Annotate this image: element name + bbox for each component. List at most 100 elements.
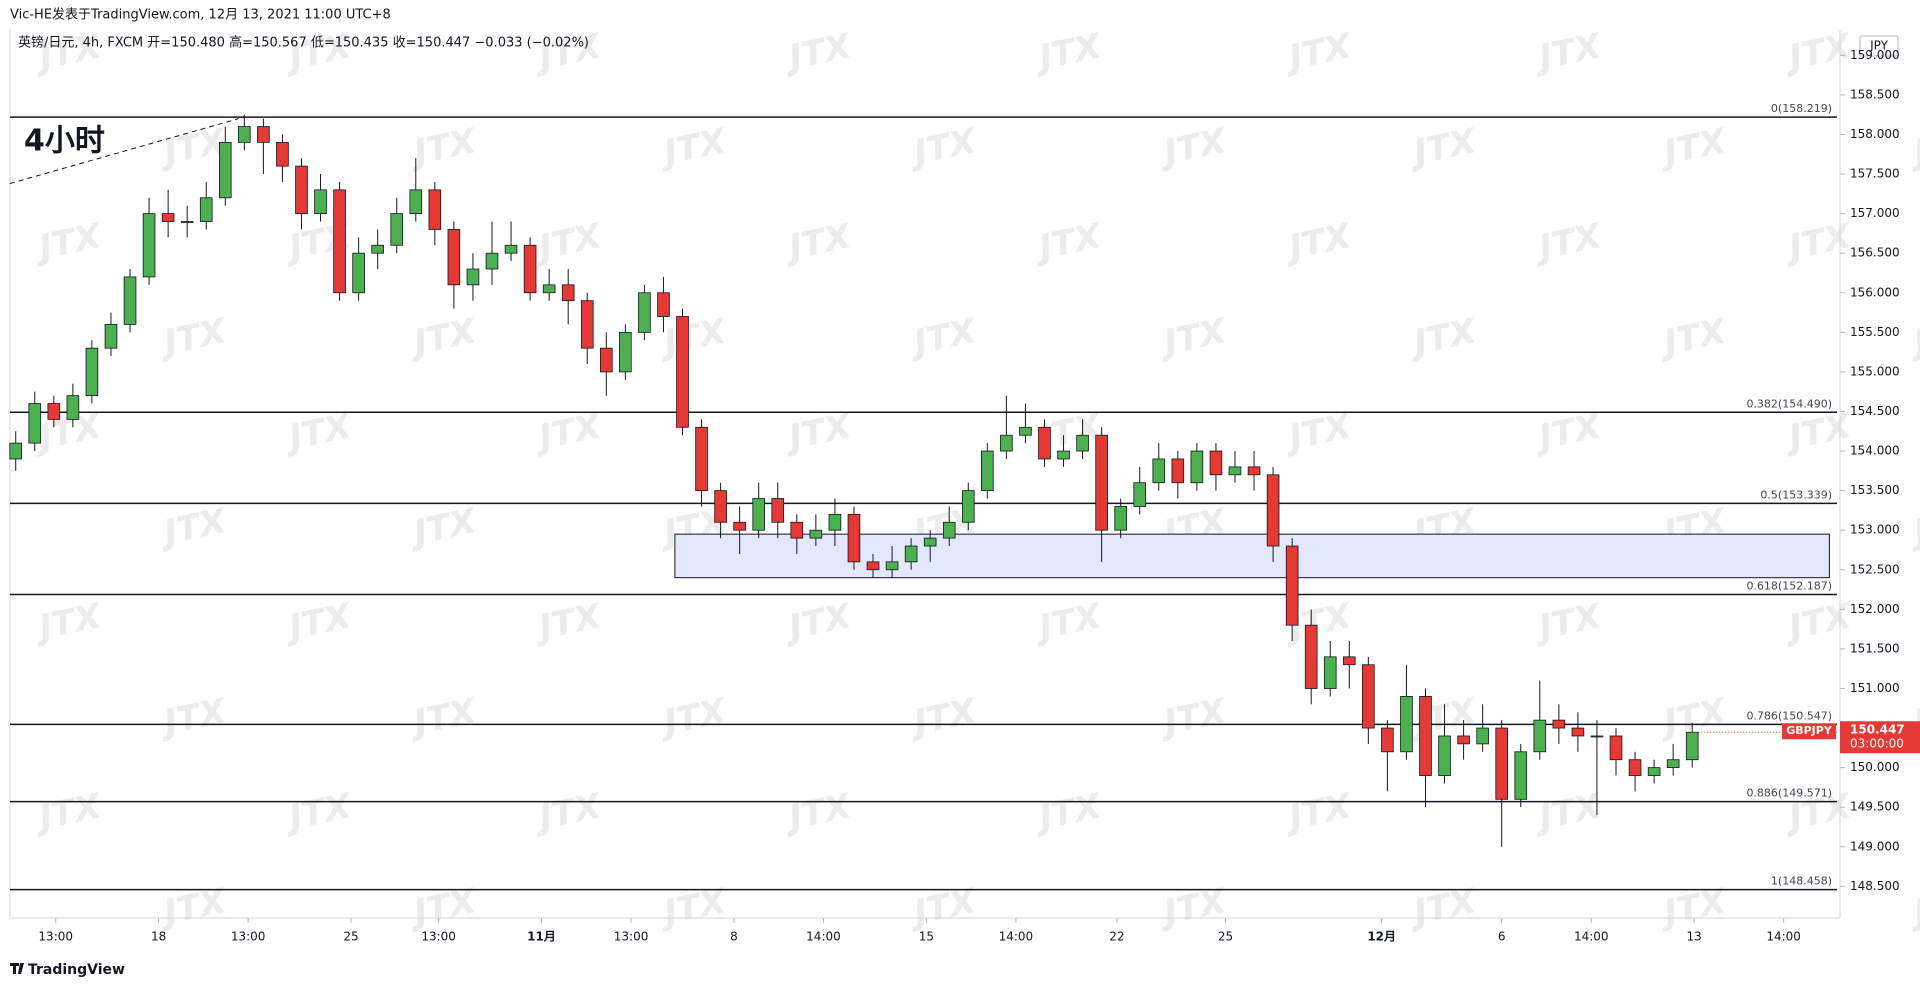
countdown: 03:00:00 xyxy=(1850,737,1904,751)
candle-body xyxy=(371,244,384,254)
candle-body xyxy=(1552,719,1566,729)
candle-body xyxy=(561,284,575,302)
chart-title: 4小时 xyxy=(24,124,105,159)
candle-body xyxy=(199,197,213,222)
candle-body xyxy=(885,561,899,571)
candle-body xyxy=(276,141,289,167)
candle-body xyxy=(1304,624,1318,689)
x-tick-label: 13:00 xyxy=(421,930,456,944)
x-tick-label: 14:00 xyxy=(1766,930,1801,944)
candle-body xyxy=(1342,656,1356,666)
candle-body xyxy=(828,513,842,531)
candle-body xyxy=(695,426,708,492)
level-label: 1(148.458) xyxy=(1771,875,1832,888)
candle-body xyxy=(314,189,327,215)
candle-body xyxy=(1209,450,1223,476)
candle-body xyxy=(1038,426,1051,460)
x-tick-label: 25 xyxy=(1218,930,1233,944)
y-tick-label: 152.000 xyxy=(1850,602,1900,616)
symbol-box xyxy=(1782,723,1836,740)
candle-body xyxy=(904,545,918,563)
candle-body xyxy=(1190,450,1204,484)
y-tick-label: 149.500 xyxy=(1850,800,1900,814)
y-tick-label: 154.000 xyxy=(1850,444,1900,458)
candle-body xyxy=(1590,735,1604,738)
candle-body xyxy=(1457,735,1470,745)
candle-body xyxy=(599,347,613,373)
candle-body xyxy=(1647,767,1661,776)
candle-body xyxy=(961,490,975,523)
candle-body xyxy=(733,521,746,531)
x-tick-label: 6 xyxy=(1498,930,1506,944)
x-tick-label: 14:00 xyxy=(806,930,841,944)
candle-body xyxy=(752,498,766,531)
x-tick-label: 13:00 xyxy=(38,930,73,944)
y-tick-label: 155.000 xyxy=(1850,364,1900,378)
x-tick-label: 15 xyxy=(919,930,934,944)
symbol-label: GBPJPY xyxy=(1786,724,1833,737)
y-tick-label: 157.000 xyxy=(1850,206,1900,220)
candle-body xyxy=(1571,727,1585,737)
y-tick-label: 148.500 xyxy=(1850,879,1900,893)
candle-body xyxy=(1323,656,1337,689)
candle-body xyxy=(1057,450,1070,460)
candle-body xyxy=(104,324,118,349)
y-tick-label: 151.500 xyxy=(1850,641,1900,655)
candle-body xyxy=(1228,466,1242,476)
legend: 英镑/日元, 4h, FXCM 开=150.480 高=150.567 低=15… xyxy=(18,35,589,51)
candle-body xyxy=(523,244,537,294)
candle-body xyxy=(1609,735,1623,761)
y-tick-label: 157.500 xyxy=(1850,167,1900,181)
candle-body xyxy=(771,498,785,523)
candle-body xyxy=(28,403,42,444)
candle-body xyxy=(504,244,518,254)
candle-body xyxy=(1133,482,1147,507)
level-label: 0.886(149.571) xyxy=(1746,787,1832,800)
candle-body xyxy=(161,213,175,222)
y-tick-label: 154.500 xyxy=(1850,404,1900,418)
candle-body xyxy=(180,221,194,223)
candle-body xyxy=(47,403,61,420)
candle-body xyxy=(409,189,423,215)
candle-body xyxy=(1533,719,1547,753)
candle-body xyxy=(619,331,632,373)
level-label: 0.382(154.490) xyxy=(1746,397,1832,410)
candle-body xyxy=(1476,727,1489,745)
y-tick-label: 153.500 xyxy=(1850,483,1900,497)
candle-body xyxy=(1438,735,1451,776)
candle-body xyxy=(9,442,23,460)
candle-body xyxy=(485,252,499,270)
candle-body xyxy=(85,347,99,397)
candle-body xyxy=(1495,727,1509,800)
candle-body xyxy=(657,292,670,317)
y-tick-label: 158.500 xyxy=(1850,87,1900,101)
x-tick-label: 14:00 xyxy=(999,930,1034,944)
candle-body xyxy=(981,450,994,492)
x-tick-label: 8 xyxy=(730,930,738,944)
candle-body xyxy=(123,276,137,325)
candle-body xyxy=(1171,458,1185,484)
y-tick-label: 159.000 xyxy=(1850,48,1900,62)
y-tick-label: 153.000 xyxy=(1850,523,1900,537)
candle-body xyxy=(466,268,480,286)
candle-body xyxy=(1000,434,1013,452)
x-tick-label: 14:00 xyxy=(1574,930,1609,944)
footer-icon xyxy=(10,963,24,974)
last-price-label: 150.447 xyxy=(1850,723,1905,737)
candle-body xyxy=(1266,474,1280,547)
candle-body xyxy=(1076,434,1089,452)
level-label: 0.5(153.339) xyxy=(1760,488,1832,501)
x-tick-label: 18 xyxy=(151,930,166,944)
candle-body xyxy=(1019,426,1032,436)
candle-body xyxy=(542,284,556,294)
candle-body xyxy=(847,513,861,563)
candle-body xyxy=(1285,545,1299,626)
candle-body xyxy=(809,529,823,539)
candle-body xyxy=(1114,506,1127,531)
x-tick-label: 13 xyxy=(1686,930,1701,944)
y-tick-label: 156.500 xyxy=(1850,246,1900,260)
level-label: 0(158.219) xyxy=(1771,102,1832,115)
candle-body xyxy=(676,316,689,428)
